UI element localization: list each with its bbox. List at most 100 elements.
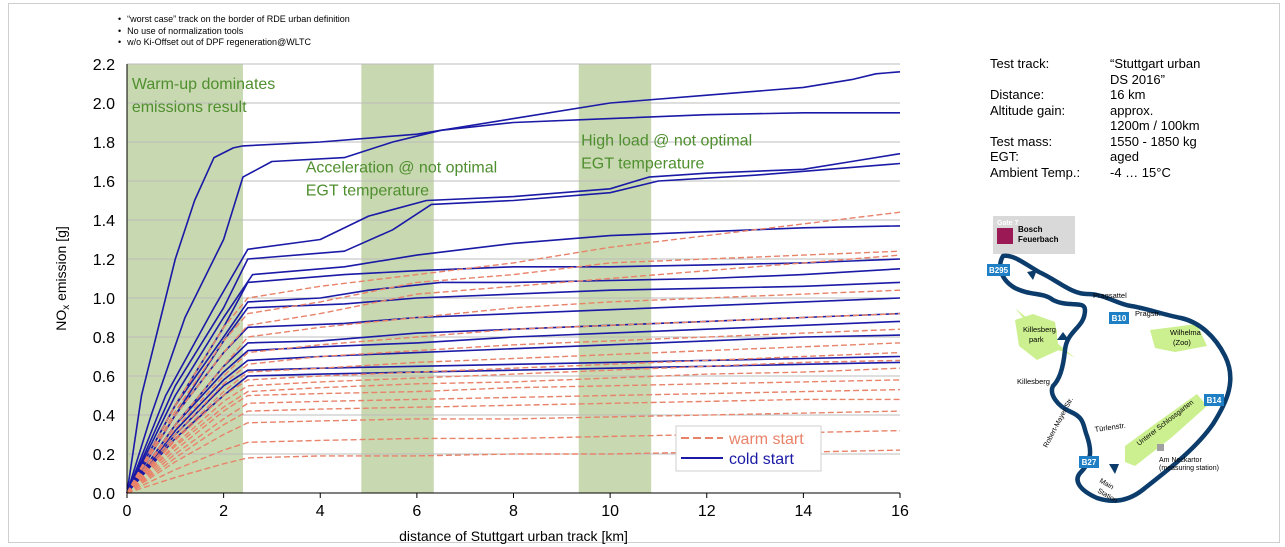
map-label-wilhelma: Wilhelma	[1170, 328, 1202, 337]
warm-start-series-line	[126, 312, 901, 494]
cold-start-series-line	[126, 225, 901, 494]
y-tick-label: 0.2	[93, 447, 115, 464]
map-label-killesberg: Killesberg	[1017, 377, 1050, 386]
gate-label: Gate 7	[997, 220, 1019, 227]
map-label-pragsattel: Pragsattel	[1093, 291, 1127, 300]
x-tick-label: 16	[891, 503, 909, 520]
warm-start-series-line	[126, 388, 901, 494]
cold-start-series-line	[126, 320, 901, 494]
info-label: Ambient Temp.:	[990, 164, 1081, 180]
badge-b27	[1079, 456, 1099, 468]
cold-start-series-line	[126, 268, 901, 494]
info-label: EGT:	[990, 149, 1019, 164]
cold-start-series-line	[126, 162, 901, 494]
map-label-pragstr: Pragstr.	[1135, 309, 1161, 318]
info-value: aged	[1110, 149, 1139, 164]
killesberg-park	[1015, 314, 1059, 360]
y-tick-label: 0.0	[93, 486, 115, 503]
note-item: No use of normalization tools	[118, 26, 350, 38]
legend-box	[675, 425, 822, 472]
badge-b27-label: B27	[1082, 458, 1097, 467]
annotation-text: emissions result	[132, 99, 247, 116]
y-tick-label: 0.8	[93, 330, 115, 347]
x-tick-label: 12	[698, 503, 716, 520]
y-tick-label: 1.0	[93, 291, 115, 308]
map-label-park: park	[1029, 335, 1044, 344]
direction-arrow-icon	[1027, 270, 1037, 280]
annotation-text: Acceleration @ not optimal	[306, 160, 497, 177]
x-tick-label: 0	[123, 503, 132, 520]
y-tick-label: 2.2	[93, 57, 115, 74]
legend-cold-label: cold start	[729, 451, 794, 468]
warm-start-series-line	[126, 254, 901, 494]
warm-start-series-line	[126, 250, 901, 494]
x-tick-label: 14	[794, 503, 812, 520]
y-tick-label: 1.4	[93, 213, 115, 230]
note-item: w/o Ki-Offset out of DPF regeneration@WL…	[118, 37, 350, 49]
annotation-text: High load @ not optimal	[581, 132, 752, 149]
legend-warm-label: warm start	[728, 431, 804, 448]
info-value: 1550 - 1850 kg	[1110, 133, 1197, 149]
warm-start-series-line	[126, 342, 901, 494]
cold-start-series-line	[126, 112, 900, 494]
y-tick-label: 0.6	[93, 369, 115, 386]
cold-start-series-line	[126, 334, 901, 494]
route-map: Gate 7 Bosch Feuerbach B295 B10 B14 B27 …	[987, 216, 1233, 505]
y-tick-label: 0.4	[93, 408, 115, 425]
direction-arrow-icon	[1109, 464, 1119, 474]
slide-frame	[8, 3, 1280, 543]
y-tick-label: 1.2	[93, 252, 115, 269]
cold-start-series-line	[126, 281, 901, 494]
info-value: 1200m / 100km	[1110, 118, 1200, 133]
note-item: “worst case” track on the border of RDE …	[118, 14, 350, 26]
cold-start-series-line	[126, 152, 901, 494]
x-tick-label: 4	[316, 503, 325, 520]
x-tick-label: 10	[601, 503, 619, 520]
info-value: “Stuttgart urban	[1110, 56, 1201, 71]
x-tick-label: 6	[412, 503, 421, 520]
y-axis-title: NOx emission [g]	[53, 226, 72, 331]
warm-start-series-line	[126, 359, 901, 494]
annotation-text: Warm-up dominates	[132, 76, 275, 93]
badge-b10-label: B10	[1112, 314, 1127, 323]
map-label-zoo: (Zoo)	[1173, 338, 1191, 347]
x-tick-label: 2	[219, 503, 228, 520]
measuring-station-marker	[1157, 444, 1164, 451]
cold-start-series-line	[126, 71, 901, 494]
bosch-label: Bosch	[1018, 225, 1043, 234]
schlossgarten-park	[1125, 394, 1207, 466]
badge-b14	[1204, 394, 1224, 406]
map-label-measuring-station: (measuring station)	[1159, 465, 1219, 472]
nox-emission-chart: 0.0 0.2 0.4 0.6 0.8 1.0 1.2 1.4 1.6 1.8 2.0 2.2 0 2 4 6…	[53, 57, 909, 544]
wilhelma-park	[1150, 324, 1207, 352]
warm-start-series-line	[126, 410, 901, 494]
route-line	[998, 253, 1233, 503]
warm-start-series-line	[126, 398, 900, 494]
annotation-text: EGT temperature	[306, 183, 429, 200]
y-tick-label: 1.8	[93, 135, 115, 152]
warm-start-series-line	[126, 211, 901, 494]
notes-list: “worst case” track on the border of RDE …	[118, 14, 350, 49]
y-tick-label: 2.0	[93, 96, 115, 113]
warm-start-series-line	[126, 351, 901, 494]
feuerbach-label: Feuerbach	[1018, 235, 1059, 244]
highlight-band	[361, 64, 434, 493]
annotation-text: EGT temperature	[581, 155, 704, 172]
gate-marker	[997, 228, 1013, 244]
y-tick-label: 1.6	[93, 174, 115, 191]
info-value: 16 km	[1110, 87, 1146, 102]
info-label: Distance:	[990, 87, 1045, 102]
badge-b295-label: B295	[989, 266, 1009, 275]
warm-start-series-line	[126, 328, 901, 494]
info-label: Test mass:	[990, 133, 1053, 149]
info-label: Altitude gain:	[990, 102, 1066, 118]
direction-arrow-icon	[1057, 332, 1069, 340]
x-tick-label: 8	[509, 503, 518, 520]
map-label-killesberg-park: Killesberg	[1023, 325, 1056, 334]
badge-b14-label: B14	[1207, 396, 1222, 405]
map-label-neckartor: Am Neckartor	[1159, 457, 1202, 464]
info-value: approx.	[1110, 102, 1154, 118]
badge-b295	[987, 264, 1010, 276]
map-label-tuerlenstr: Türlenstr.	[1094, 421, 1126, 434]
info-label: Test track:	[990, 56, 1050, 71]
